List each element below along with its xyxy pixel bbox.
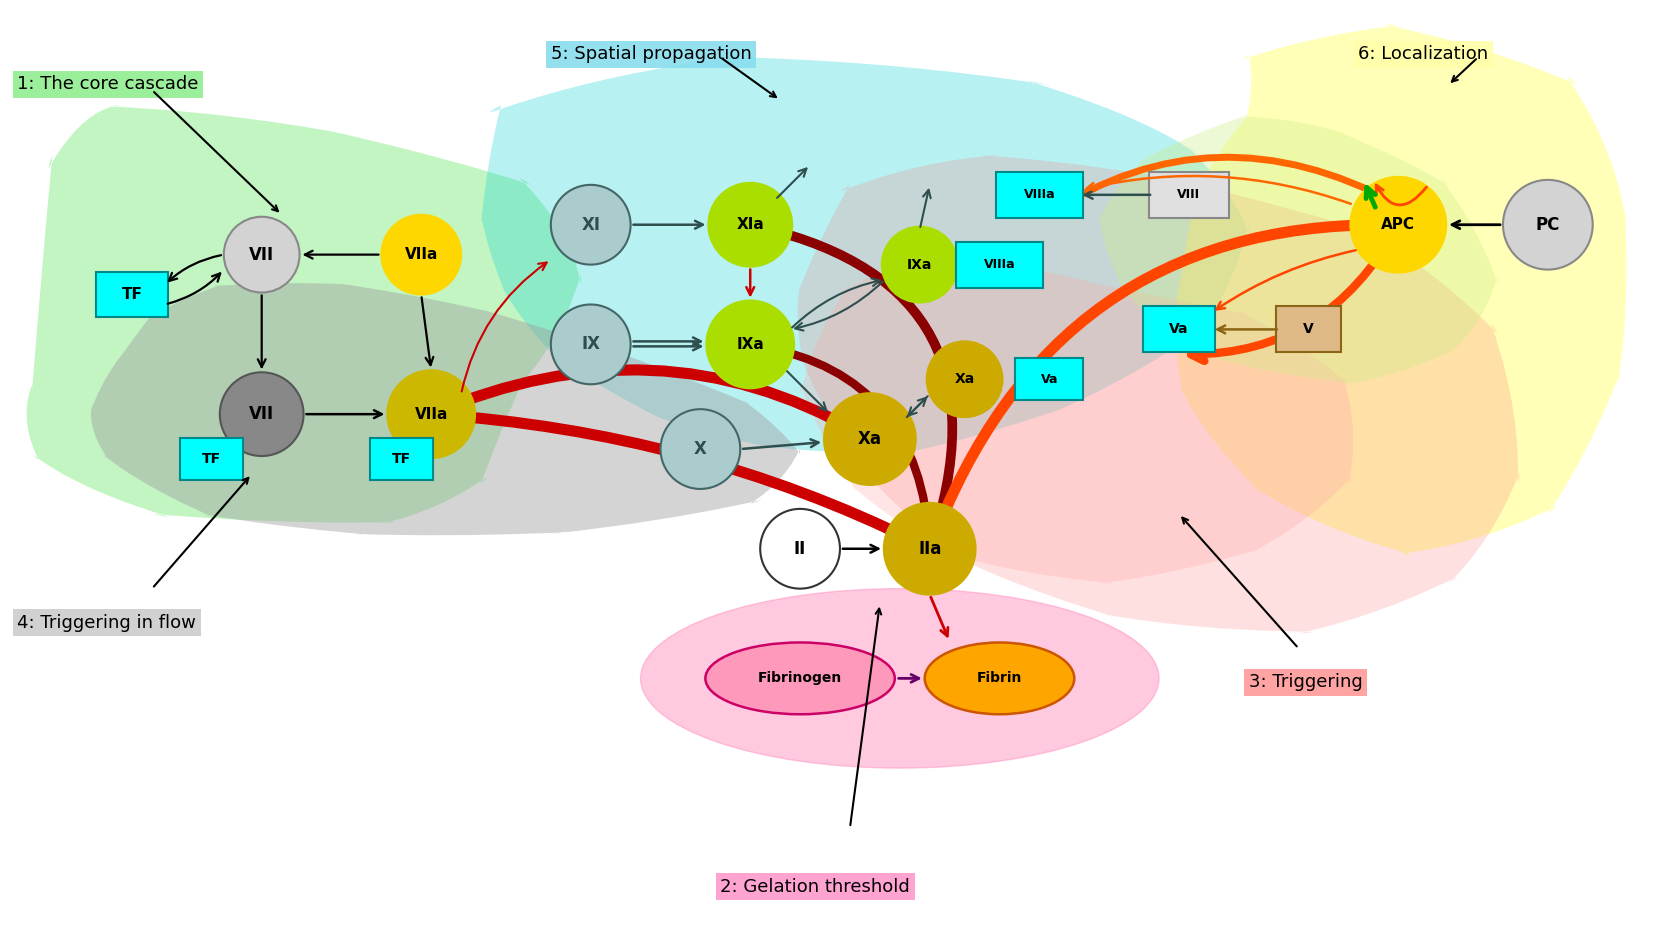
- Circle shape: [760, 509, 839, 588]
- PathPatch shape: [27, 106, 581, 524]
- Text: TF: TF: [202, 452, 221, 466]
- Circle shape: [382, 215, 461, 294]
- FancyBboxPatch shape: [181, 438, 244, 480]
- Text: IXa: IXa: [737, 337, 765, 352]
- Circle shape: [927, 341, 1002, 417]
- Text: TF: TF: [392, 452, 411, 466]
- PathPatch shape: [91, 283, 800, 535]
- Text: IXa: IXa: [907, 258, 932, 272]
- Text: VIIIa: VIIIa: [1024, 189, 1055, 202]
- Text: 5: Spatial propagation: 5: Spatial propagation: [551, 45, 752, 64]
- Circle shape: [884, 502, 975, 595]
- Ellipse shape: [640, 588, 1160, 768]
- Circle shape: [224, 217, 300, 292]
- Circle shape: [1503, 180, 1593, 270]
- Text: Xa: Xa: [954, 373, 975, 387]
- PathPatch shape: [798, 155, 1520, 633]
- Circle shape: [660, 409, 740, 488]
- Text: IIa: IIa: [917, 540, 941, 558]
- PathPatch shape: [800, 255, 1354, 584]
- Circle shape: [708, 183, 791, 266]
- Text: APC: APC: [1382, 218, 1415, 233]
- FancyBboxPatch shape: [956, 242, 1044, 288]
- Text: VIIa: VIIa: [415, 406, 448, 421]
- Text: Fibrinogen: Fibrinogen: [758, 672, 843, 686]
- Ellipse shape: [705, 643, 894, 715]
- Circle shape: [551, 185, 630, 264]
- Text: TF: TF: [121, 287, 143, 302]
- PathPatch shape: [1176, 24, 1627, 555]
- FancyBboxPatch shape: [370, 438, 433, 480]
- FancyBboxPatch shape: [1015, 359, 1083, 400]
- FancyBboxPatch shape: [1143, 306, 1216, 352]
- Text: Va: Va: [1170, 322, 1190, 336]
- Text: 1: The core cascade: 1: The core cascade: [18, 75, 199, 93]
- FancyBboxPatch shape: [1150, 172, 1229, 218]
- Text: VIIa: VIIa: [405, 248, 438, 262]
- Text: IX: IX: [581, 335, 601, 353]
- Text: 6: Localization: 6: Localization: [1359, 45, 1488, 64]
- FancyBboxPatch shape: [96, 272, 169, 318]
- Circle shape: [1350, 177, 1447, 273]
- Text: Va: Va: [1040, 373, 1058, 386]
- Text: XIa: XIa: [737, 218, 765, 233]
- Text: VII: VII: [249, 246, 274, 263]
- Text: 3: Triggering: 3: Triggering: [1249, 673, 1362, 691]
- Text: VIII: VIII: [1178, 189, 1201, 202]
- Text: 4: Triggering in flow: 4: Triggering in flow: [18, 614, 196, 631]
- FancyBboxPatch shape: [995, 172, 1083, 218]
- Text: 2: Gelation threshold: 2: Gelation threshold: [720, 878, 911, 896]
- Circle shape: [825, 393, 916, 485]
- Text: V: V: [1304, 322, 1314, 336]
- Text: PC: PC: [1536, 216, 1559, 234]
- Text: VIIIa: VIIIa: [984, 258, 1015, 271]
- Text: Xa: Xa: [858, 430, 883, 448]
- Text: II: II: [795, 540, 806, 558]
- Circle shape: [387, 370, 474, 458]
- FancyBboxPatch shape: [1276, 306, 1342, 352]
- PathPatch shape: [1098, 115, 1498, 384]
- Circle shape: [883, 227, 957, 303]
- PathPatch shape: [481, 55, 1249, 454]
- Text: VII: VII: [249, 405, 274, 423]
- Ellipse shape: [924, 643, 1075, 715]
- Circle shape: [707, 301, 795, 389]
- Circle shape: [551, 304, 630, 384]
- Text: XI: XI: [581, 216, 601, 234]
- Text: X: X: [693, 440, 707, 458]
- Circle shape: [221, 373, 304, 456]
- Text: Fibrin: Fibrin: [977, 672, 1022, 686]
